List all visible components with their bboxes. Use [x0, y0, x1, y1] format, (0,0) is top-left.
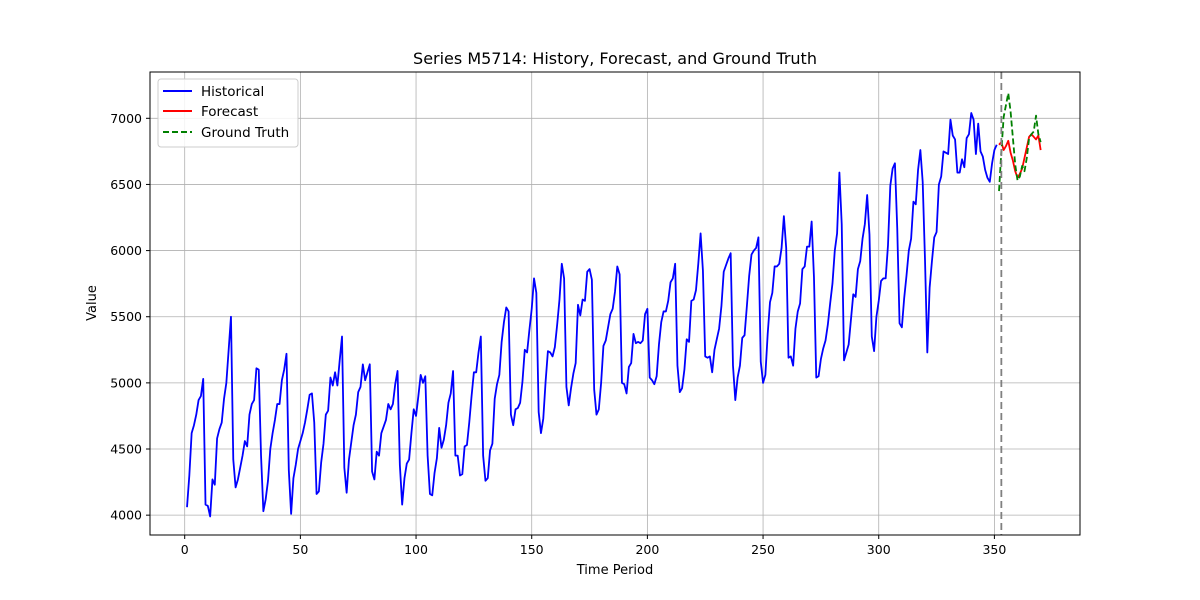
x-tick-label: 350 — [982, 542, 1006, 557]
x-tick-label: 300 — [867, 542, 891, 557]
x-axis-label: Time Period — [576, 563, 653, 578]
y-axis-label: Value — [85, 285, 100, 321]
x-tick-label: 0 — [181, 542, 189, 557]
y-tick-label: 4500 — [110, 442, 142, 457]
y-tick-label: 5500 — [110, 309, 142, 324]
plot-area — [186, 72, 1042, 535]
historical-series-line — [186, 112, 998, 518]
x-tick-label: 100 — [404, 542, 428, 557]
legend-label-ground-truth: Ground Truth — [201, 125, 289, 141]
chart-title: Series M5714: History, Forecast, and Gro… — [413, 49, 817, 68]
ticks: 0 50 100 150 200 250 300 350 4000 4500 5000 5500 600… — [110, 111, 1006, 557]
legend: Historical Forecast Ground Truth — [157, 78, 299, 148]
y-tick-label: 7000 — [110, 111, 142, 126]
x-tick-label: 150 — [520, 542, 544, 557]
legend-label-forecast: Forecast — [201, 104, 258, 120]
legend-label-historical: Historical — [201, 84, 264, 100]
x-tick-label: 200 — [635, 542, 659, 557]
ground-truth-series-line — [998, 92, 1042, 192]
forecast-series-line — [998, 133, 1042, 179]
x-tick-label: 50 — [292, 542, 308, 557]
axes-frame — [149, 71, 1081, 536]
y-tick-label: 5000 — [110, 375, 142, 390]
x-tick-label: 250 — [751, 542, 775, 557]
y-tick-label: 6500 — [110, 177, 142, 192]
legend-box — [157, 78, 299, 148]
y-tick-label: 6000 — [110, 243, 142, 258]
y-tick-label: 4000 — [110, 508, 142, 523]
